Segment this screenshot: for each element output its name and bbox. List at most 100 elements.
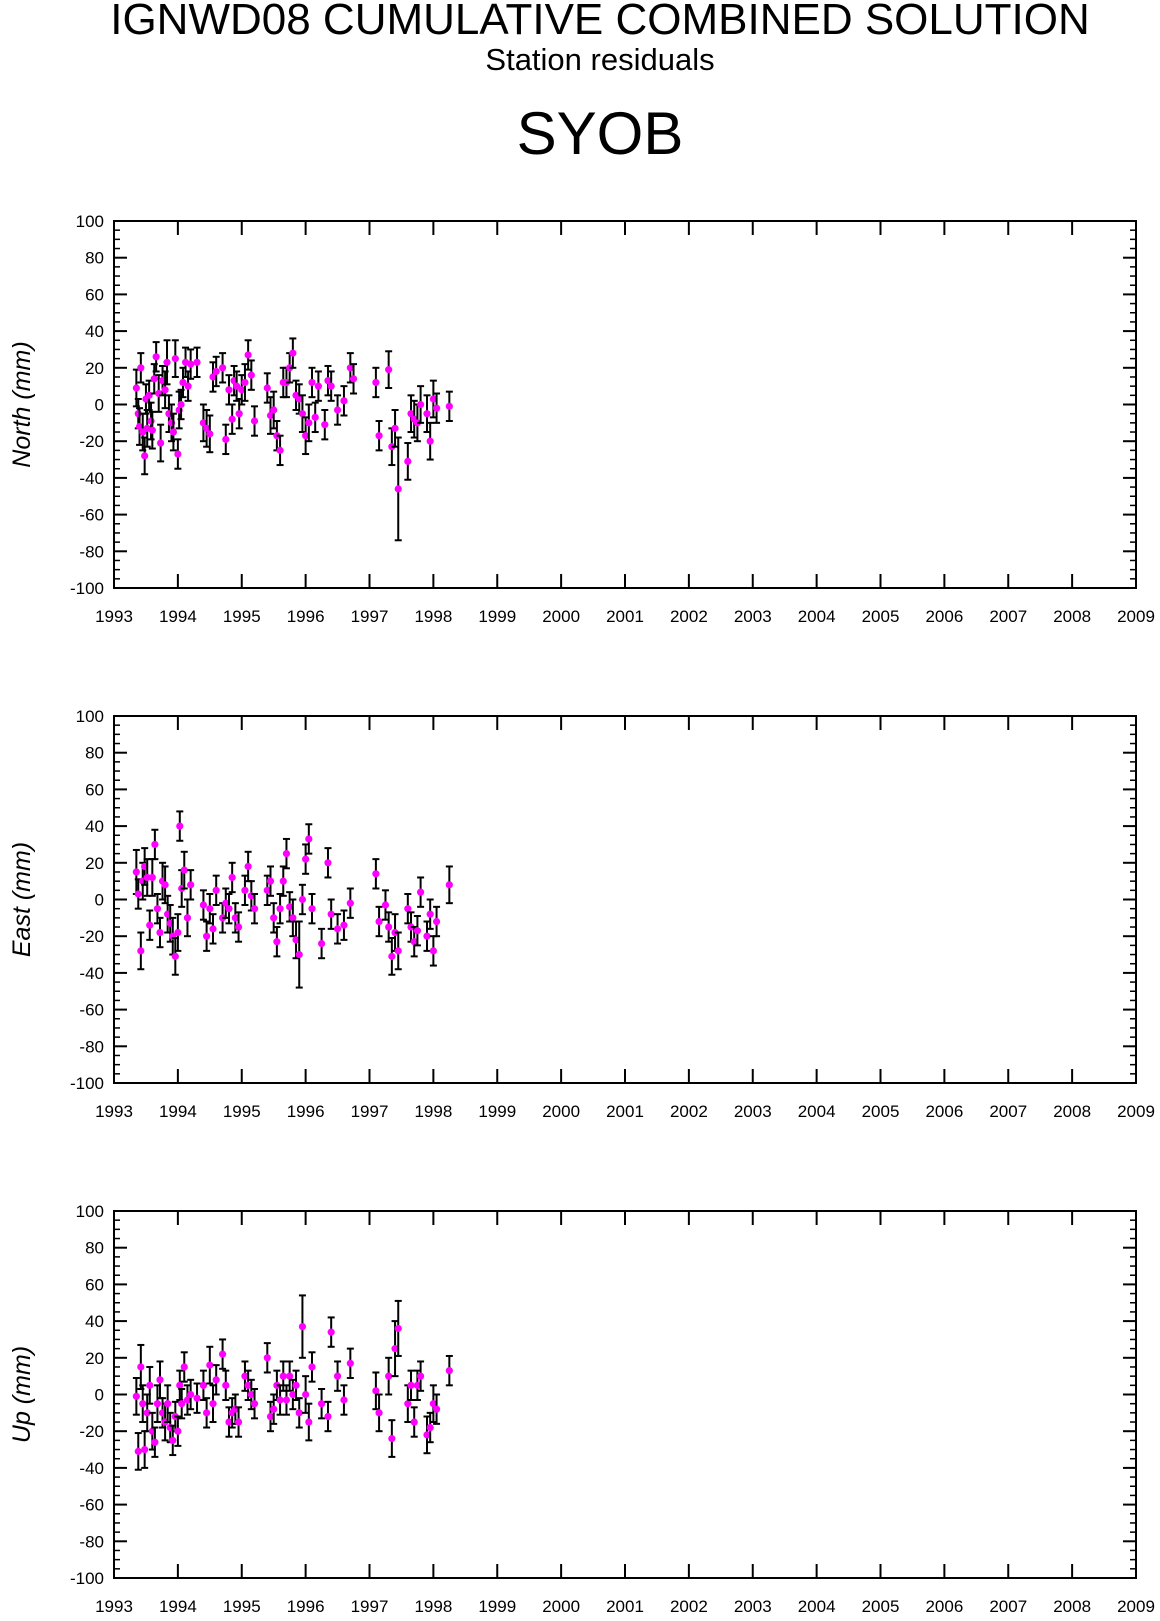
x-tick-label: 2000 xyxy=(542,1102,580,1121)
data-point xyxy=(187,1390,195,1399)
x-tick-label: 1995 xyxy=(223,1597,261,1616)
data-point xyxy=(193,1394,201,1402)
data-point xyxy=(156,928,164,937)
data-point xyxy=(279,877,287,885)
data-point xyxy=(250,417,259,425)
x-tick-label: 1994 xyxy=(159,1597,197,1616)
data-point xyxy=(391,424,399,432)
data-point xyxy=(324,1412,332,1421)
data-point xyxy=(302,1390,310,1399)
x-tick-label: 2008 xyxy=(1053,1597,1091,1616)
y-tick-label: 60 xyxy=(85,780,104,799)
y-tick-label: -20 xyxy=(79,927,104,946)
data-point xyxy=(225,905,233,913)
x-tick-label: 1997 xyxy=(351,1102,389,1121)
data-point xyxy=(244,351,252,359)
plot-frame xyxy=(113,220,1137,589)
data-point xyxy=(308,1363,316,1371)
x-tick-label: 2004 xyxy=(798,607,836,626)
data-point xyxy=(317,939,326,948)
y-tick-label: 40 xyxy=(85,1312,104,1331)
data-point xyxy=(209,373,217,381)
data-point xyxy=(298,895,307,904)
data-point xyxy=(381,901,390,909)
data-point xyxy=(244,1381,252,1389)
data-point xyxy=(152,353,160,361)
data-point xyxy=(327,910,335,918)
data-point xyxy=(163,358,171,366)
data-point xyxy=(199,901,208,909)
data-point xyxy=(305,419,313,427)
data-point xyxy=(417,1372,425,1380)
x-tick-label: 2004 xyxy=(798,1102,836,1121)
plot-panel-0: 100 80 60 40 20 0 -20 -40 -60 -80 -100 1993 1994 1995… xyxy=(8,212,1155,626)
y-tick-label: 100 xyxy=(76,1202,104,1221)
data-point xyxy=(247,1390,255,1399)
x-tick-label: 2009 xyxy=(1117,1597,1155,1616)
x-tick-label: 1997 xyxy=(351,1597,389,1616)
data-point xyxy=(180,1363,188,1371)
data-point xyxy=(174,1427,182,1435)
data-point xyxy=(375,1409,383,1417)
y-tick-label: -40 xyxy=(79,469,104,488)
data-point xyxy=(266,411,275,420)
data-point xyxy=(212,886,220,894)
y-tick-label: -60 xyxy=(79,1496,104,1515)
data-point xyxy=(151,1438,159,1446)
data-point xyxy=(279,1372,287,1380)
data-point xyxy=(241,378,249,387)
data-point xyxy=(429,947,437,955)
data-point xyxy=(404,1400,412,1408)
data-point xyxy=(151,840,159,849)
data-point xyxy=(137,1363,145,1371)
data-point xyxy=(324,377,332,385)
data-point xyxy=(134,1447,142,1455)
data-point xyxy=(311,413,319,421)
data-point xyxy=(180,866,188,874)
data-point xyxy=(385,923,393,931)
data-point xyxy=(171,952,179,960)
x-tick-label: 1998 xyxy=(414,1102,452,1121)
data-point xyxy=(317,1400,326,1408)
data-point xyxy=(375,917,383,926)
data-point xyxy=(289,1390,297,1399)
y-tick-label: -60 xyxy=(79,1001,104,1020)
data-point xyxy=(228,873,236,882)
y-tick-label: 60 xyxy=(85,285,104,304)
x-tick-label: 2005 xyxy=(862,1597,900,1616)
data-point xyxy=(222,1381,230,1389)
data-point xyxy=(432,917,441,926)
data-point xyxy=(147,417,155,425)
data-point xyxy=(132,868,140,876)
y-tick-label: -100 xyxy=(70,1569,104,1588)
data-point xyxy=(209,1400,217,1408)
data-point xyxy=(333,1372,342,1380)
x-tick-label: 2001 xyxy=(606,1597,644,1616)
data-point xyxy=(218,364,227,372)
data-point xyxy=(244,862,252,871)
data-point xyxy=(171,355,179,363)
data-point xyxy=(413,927,422,935)
data-point xyxy=(292,936,300,944)
y-axis-label: East (mm) xyxy=(8,842,36,957)
data-point xyxy=(302,855,310,863)
data-point xyxy=(176,1381,184,1389)
data-point xyxy=(174,450,182,458)
data-point xyxy=(137,364,145,372)
data-point xyxy=(340,1396,348,1404)
data-point xyxy=(333,925,342,933)
data-point xyxy=(225,386,233,394)
data-point xyxy=(445,402,453,410)
y-tick-label: -100 xyxy=(70,579,104,598)
x-tick-label: 2002 xyxy=(670,1597,708,1616)
data-point xyxy=(295,1409,303,1417)
y-tick-label: -80 xyxy=(79,542,104,561)
data-point xyxy=(426,910,434,918)
data-point xyxy=(410,938,418,946)
data-point xyxy=(289,914,297,922)
y-tick-label: -60 xyxy=(79,506,104,525)
x-tick-label: 1995 xyxy=(223,1102,261,1121)
data-point xyxy=(263,886,271,894)
y-tick-label: -20 xyxy=(79,1422,104,1441)
